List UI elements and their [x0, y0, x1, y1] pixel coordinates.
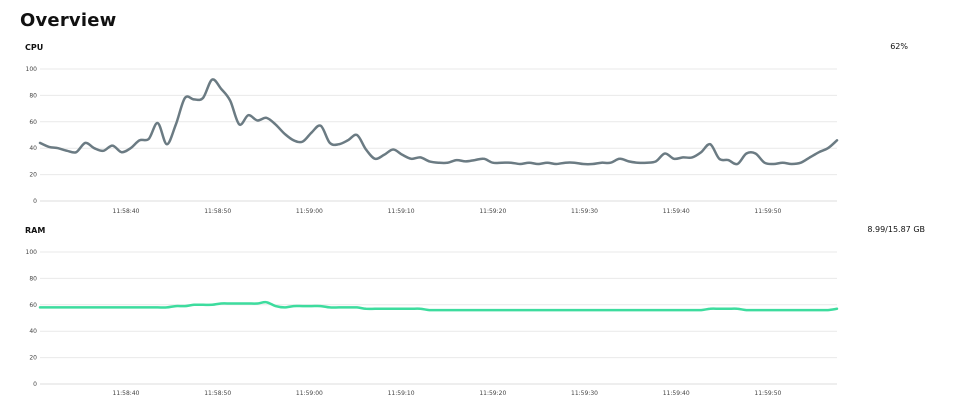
cpu-x-tick-label: 11:59:40 [663, 208, 690, 215]
cpu-y-tick-label: 80 [29, 92, 37, 99]
ram-x-tick-label: 11:59:00 [296, 390, 323, 397]
ram-x-tick-label: 11:59:40 [663, 390, 690, 397]
cpu-x-tick-label: 11:58:50 [204, 208, 231, 215]
cpu-x-tick-label: 11:59:00 [296, 208, 323, 215]
ram-x-tick-label: 11:59:10 [388, 390, 415, 397]
ram-x-tick-label: 11:58:40 [113, 390, 140, 397]
ram-y-tick-label: 20 [29, 355, 37, 362]
cpu-line-chart: 0 20 40 60 80 100 11:58:40 11:58:50 11:59:00 11:5… [26, 66, 839, 215]
cpu-x-tick-label: 11:59:20 [479, 208, 506, 215]
cpu-x-tick-label: 11:59:30 [571, 208, 598, 215]
ram-x-tick-label: 11:59:30 [571, 390, 598, 397]
cpu-panel-label: CPU [25, 43, 44, 52]
page-title: Overview [20, 10, 117, 31]
ram-y-tick-label: 60 [29, 302, 37, 309]
cpu-y-tick-label: 20 [29, 172, 37, 179]
ram-current-value: 8.99/15.87 GB [867, 225, 925, 234]
ram-y-tick-label: 0 [33, 381, 37, 388]
ram-y-tick-label: 80 [29, 275, 37, 282]
cpu-y-tick-label: 60 [29, 119, 37, 126]
ram-y-tick-label: 40 [29, 328, 37, 335]
cpu-x-tick-label: 11:58:40 [113, 208, 140, 215]
cpu-y-tick-label: 40 [29, 145, 37, 152]
ram-x-tick-label: 11:59:20 [479, 390, 506, 397]
cpu-series-line [38, 78, 839, 166]
cpu-x-tick-label: 11:59:50 [754, 208, 781, 215]
ram-y-tick-label: 100 [26, 249, 38, 256]
ram-x-tick-label: 11:59:50 [754, 390, 781, 397]
ram-series-line [38, 300, 839, 312]
cpu-current-value: 62% [890, 42, 908, 51]
cpu-x-tick-label: 11:59:10 [388, 208, 415, 215]
cpu-y-tick-label: 100 [26, 66, 38, 73]
cpu-y-tick-label: 0 [33, 198, 37, 205]
ram-x-tick-label: 11:58:50 [204, 390, 231, 397]
ram-panel-label: RAM [25, 226, 46, 235]
